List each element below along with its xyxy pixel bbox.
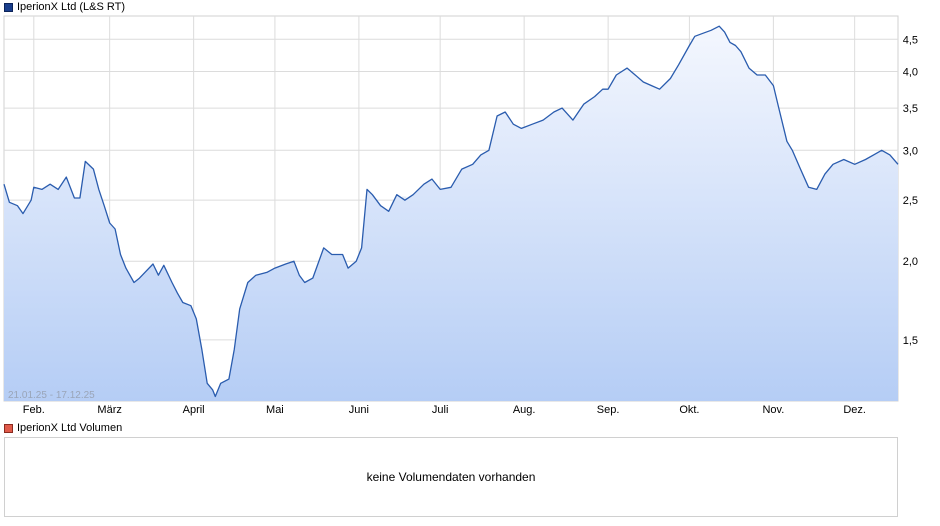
y-tick-label: 2,5 [903,195,918,207]
price-area [4,26,898,401]
price-chart: ARIVA.DE 21.01.25 - 17.12.25 1,52,02,53,… [3,15,918,416]
x-tick-label: Juni [349,404,369,416]
x-tick-label: März [97,404,121,416]
volume-legend-label: IperionX Ltd Volumen [17,422,123,434]
x-tick-label: Aug. [513,404,536,416]
y-tick-label: 2,0 [903,256,918,268]
y-axis-labels: 1,5 2,0 2,5 3,0 3,5 4,0 4,5 [903,34,918,347]
volume-legend-swatch [4,423,13,433]
x-axis-labels: Feb. März April Mai Juni Juli Aug. Sep. Okt. Nov.… [23,404,866,416]
y-tick-label: 4,5 [903,34,918,46]
y-tick-label: 4,0 [903,67,918,79]
price-line [3,25,899,398]
volume-empty-message: keine Volumendaten vorhanden [366,470,536,484]
date-range-label: 21.01.25 - 17.12.25 [8,390,95,401]
y-tick-label: 1,5 [903,335,918,347]
price-legend-swatch [4,2,13,12]
x-tick-label: Sep. [597,404,620,416]
price-legend-label: IperionX Ltd (L&S RT) [17,1,126,13]
volume-panel: keine Volumendaten vorhanden [4,437,898,517]
x-tick-label: Okt. [679,404,699,416]
x-tick-label: Feb. [23,404,45,416]
x-tick-label: Nov. [762,404,784,416]
y-tick-label: 3,0 [903,145,918,157]
x-tick-label: Mai [266,404,284,416]
price-legend: IperionX Ltd (L&S RT) [4,0,125,14]
x-tick-label: Dez. [843,404,866,416]
y-tick-label: 3,5 [903,103,918,115]
x-tick-label: April [183,404,205,416]
x-tick-label: Juli [432,404,449,416]
volume-legend: IperionX Ltd Volumen [4,421,122,435]
